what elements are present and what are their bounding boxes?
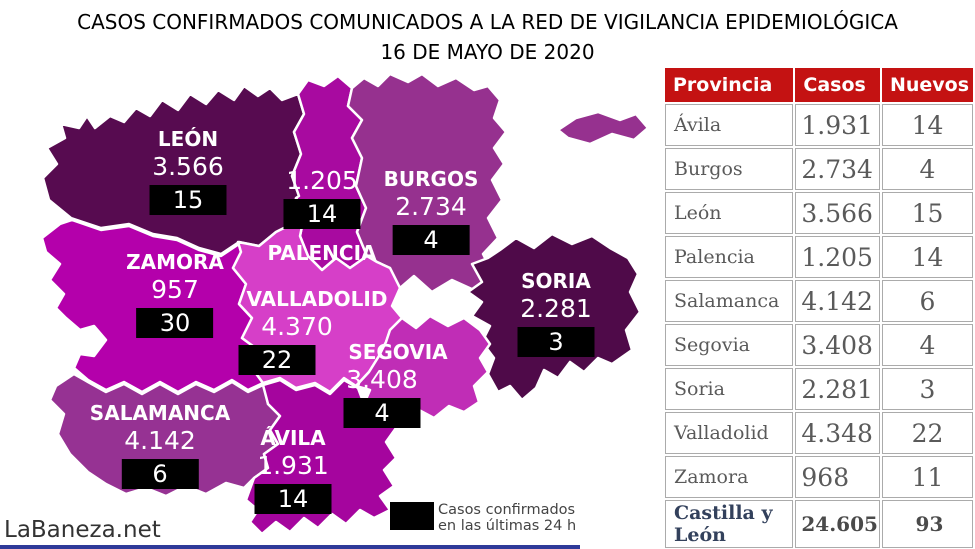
province-name: SALAMANCA (89, 401, 231, 425)
table-row: Ávila 1.931 14 (665, 104, 973, 146)
cell-casos: 4.348 (795, 412, 880, 454)
cell-casos: 4.142 (795, 280, 880, 322)
table-row: Valladolid 4.348 22 (665, 412, 973, 454)
table-total-row: Castilla y León 24.605 93 (665, 500, 973, 548)
province-new-cases-badge: 4 (392, 225, 470, 256)
province-name: SEGOVIA (348, 340, 448, 364)
table-header-row: Provincia Casos Nuevos (665, 68, 973, 102)
cell-region-total-label: Castilla y León (665, 500, 794, 548)
cell-province: Valladolid (665, 412, 794, 454)
cell-casos: 968 (795, 456, 880, 498)
province-cases: 957 (151, 275, 199, 304)
province-name: SORIA (521, 269, 591, 293)
province-cases: 1.931 (257, 451, 329, 480)
cell-nuevos: 15 (881, 192, 973, 234)
table-row: León 3.566 15 (665, 192, 973, 234)
province-cases: 2.734 (395, 192, 467, 221)
cell-total-nuevos: 93 (881, 500, 973, 548)
map-label-palencia: 1.205 14 PALENCIA (267, 165, 376, 265)
cell-province: Ávila (665, 104, 794, 146)
cell-nuevos: 3 (881, 368, 973, 410)
province-cases: 2.281 (520, 294, 592, 323)
province-new-cases-badge: 30 (136, 308, 214, 339)
cell-casos: 1.931 (795, 104, 880, 146)
cell-province: Soria (665, 368, 794, 410)
province-cases: 1.205 (286, 166, 358, 195)
cell-nuevos: 22 (881, 412, 973, 454)
province-burgos-exclave-shape (556, 110, 650, 146)
province-name: LEÓN (157, 127, 219, 151)
province-soria-shape (466, 232, 642, 402)
cell-nuevos: 4 (881, 148, 973, 190)
cell-nuevos: 6 (881, 280, 973, 322)
map-label-segovia: SEGOVIA 3.408 4 (343, 340, 453, 429)
province-new-cases-badge: 14 (283, 199, 361, 230)
cell-nuevos: 4 (881, 324, 973, 366)
cell-province: León (665, 192, 794, 234)
cell-casos: 2.281 (795, 368, 880, 410)
province-data-table: Provincia Casos Nuevos Ávila 1.931 14 Bu… (663, 66, 975, 549)
province-name: ZAMORA (126, 250, 224, 274)
map-label-valladolid: VALLADOLID 4.370 22 (238, 287, 396, 376)
map-label-burgos: BURGOS 2.734 4 (383, 167, 479, 256)
table-row: Burgos 2.734 4 (665, 148, 973, 190)
map-label-avila: ÁVILA 1.931 14 (254, 426, 332, 515)
province-cases: 4.370 (261, 312, 333, 341)
cell-casos: 3.408 (795, 324, 880, 366)
map-label-zamora: ZAMORA 957 30 (126, 250, 224, 339)
table-row: Soria 2.281 3 (665, 368, 973, 410)
title-line1: CASOS CONFIRMADOS COMUNICADOS A LA RED D… (77, 10, 898, 34)
watermark: LaBaneza.net (4, 517, 161, 543)
province-name: PALENCIA (267, 241, 377, 266)
province-new-cases-badge: 14 (254, 484, 332, 515)
cell-province: Segovia (665, 324, 794, 366)
header-provincia: Provincia (665, 68, 794, 102)
table-row: Segovia 3.408 4 (665, 324, 973, 366)
cell-total-casos: 24.605 (795, 500, 880, 548)
bottom-divider (0, 545, 580, 549)
province-cases: 4.142 (124, 426, 196, 455)
province-name: ÁVILA (260, 426, 326, 450)
table-row: Palencia 1.205 14 (665, 236, 973, 278)
table-row: Salamanca 4.142 6 (665, 280, 973, 322)
province-cases: 3.566 (152, 152, 224, 181)
table-row: Zamora 968 11 (665, 456, 973, 498)
cell-province: Burgos (665, 148, 794, 190)
province-segovia-shape (354, 314, 492, 424)
province-cases: 3.408 (346, 365, 418, 394)
province-name: VALLADOLID (246, 287, 388, 311)
province-zamora-shape (40, 218, 265, 394)
map-label-leon: LEÓN 3.566 15 (149, 127, 227, 216)
cell-casos: 2.734 (795, 148, 880, 190)
cell-casos: 1.205 (795, 236, 880, 278)
legend-line2: en las últimas 24 h (438, 517, 577, 534)
province-new-cases-badge: 6 (121, 459, 199, 490)
legend-caption: Casos confirmados en las últimas 24 h (438, 502, 577, 534)
cell-province: Zamora (665, 456, 794, 498)
province-new-cases-badge: 3 (517, 327, 595, 358)
map-label-salamanca: SALAMANCA 4.142 6 (89, 401, 231, 490)
title-line2: 16 DE MAYO DE 2020 (380, 40, 595, 64)
cell-nuevos: 14 (881, 236, 973, 278)
cell-province: Salamanca (665, 280, 794, 322)
province-name: BURGOS (383, 167, 479, 191)
cell-casos: 3.566 (795, 192, 880, 234)
map-label-soria: SORIA 2.281 3 (517, 269, 595, 358)
cell-nuevos: 11 (881, 456, 973, 498)
header-nuevos: Nuevos (881, 68, 973, 102)
legend-black-swatch (390, 502, 434, 530)
header-casos: Casos (795, 68, 880, 102)
legend-line1: Casos confirmados (438, 502, 576, 518)
province-new-cases-badge: 4 (343, 398, 421, 429)
cell-nuevos: 14 (881, 104, 973, 146)
province-new-cases-badge: 22 (238, 345, 316, 376)
cell-province: Palencia (665, 236, 794, 278)
page-title: CASOS CONFIRMADOS COMUNICADOS A LA RED D… (0, 7, 975, 67)
province-new-cases-badge: 15 (149, 185, 227, 216)
